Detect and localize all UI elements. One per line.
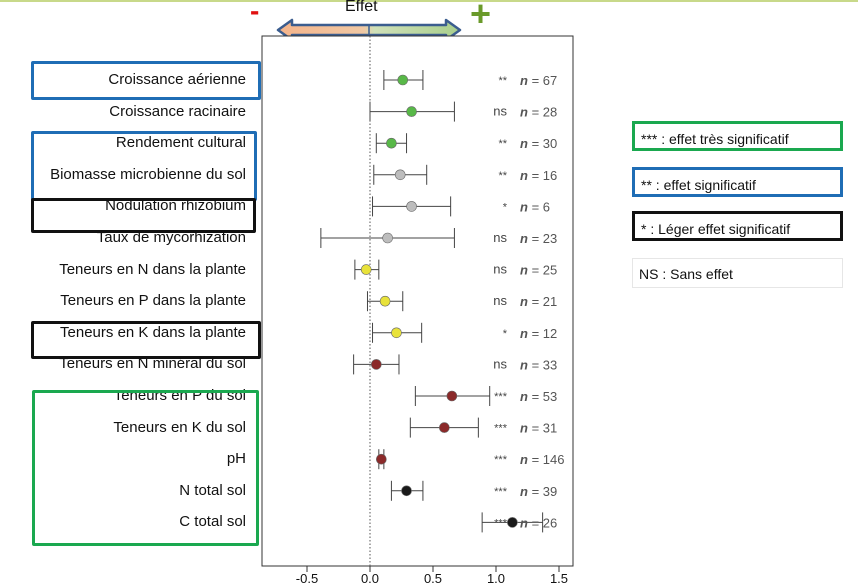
n-label: n = 39 xyxy=(520,484,557,499)
significance-label: *** xyxy=(494,517,508,529)
effect-point xyxy=(507,517,518,528)
legend-significant: ** : effet significatif xyxy=(632,167,843,197)
effect-point xyxy=(382,232,393,244)
significance-label: ns xyxy=(493,104,507,119)
effect-label: Effet xyxy=(345,0,378,15)
n-label: n = 30 xyxy=(520,136,557,151)
group-box-black-1 xyxy=(31,198,256,233)
effect-point xyxy=(376,453,387,465)
minus-sign: - xyxy=(250,0,260,26)
legend-very-significant-text: *** : effet très significatif xyxy=(641,131,789,147)
n-label: n = 21 xyxy=(520,294,557,309)
effect-point xyxy=(391,327,402,339)
legend-very-significant: *** : effet très significatif xyxy=(632,121,843,151)
row-label: Teneurs en K dans la plante xyxy=(60,323,246,341)
legend-no-effect: NS : Sans effet xyxy=(632,258,843,288)
n-label: n = 31 xyxy=(520,421,557,436)
effect-point xyxy=(397,74,409,86)
top-accent-line xyxy=(0,0,858,2)
row-label: Teneurs en N dans la plante xyxy=(59,260,246,278)
n-label: n = 6 xyxy=(520,199,550,214)
row-label: Taux de mycorhization xyxy=(96,229,246,246)
effect-point xyxy=(386,137,397,149)
row-label: Teneurs en P dans la plante xyxy=(60,292,246,310)
effect-point xyxy=(439,422,450,433)
row-label: Biomasse microbienne du sol xyxy=(50,165,246,183)
x-tick-label: -0.5 xyxy=(296,571,318,586)
n-label: n = 67 xyxy=(520,73,557,88)
effect-point xyxy=(401,485,412,497)
n-label: n = 25 xyxy=(520,263,557,278)
effect-point xyxy=(406,201,417,212)
effect-point xyxy=(406,106,417,117)
legend-significant-text: ** : effet significatif xyxy=(641,177,756,193)
row-label: Teneurs en K du sol xyxy=(113,418,246,436)
row-label: pH xyxy=(226,450,246,468)
n-label: n = 53 xyxy=(520,389,557,404)
effect-point xyxy=(370,359,382,370)
n-label: n = 16 xyxy=(520,168,557,183)
legend-slightly-significant-text: * : Léger effet significatif xyxy=(641,221,791,237)
group-box-blue-1 xyxy=(31,61,261,100)
significance-label: *** xyxy=(494,486,508,498)
x-tick-label: 1.0 xyxy=(487,571,505,586)
effect-point xyxy=(360,264,372,275)
n-label: n = 28 xyxy=(520,105,557,120)
row-label: Nodulation rhizobium xyxy=(105,197,246,215)
significance-label: ns xyxy=(493,262,507,277)
n-label: n = 33 xyxy=(520,357,557,372)
significance-label: ns xyxy=(493,293,507,308)
x-tick-label: 0.5 xyxy=(424,571,442,586)
effect-arrow xyxy=(276,18,462,42)
row-label: Croissance racinaire xyxy=(109,102,246,120)
significance-label: *** xyxy=(494,454,508,466)
significance-label: * xyxy=(503,201,508,213)
significance-label: * xyxy=(503,328,508,340)
n-label: n = 26 xyxy=(520,515,557,530)
group-box-green xyxy=(32,390,259,546)
effect-point xyxy=(394,169,406,181)
x-tick-label: 1.5 xyxy=(550,571,568,586)
significance-label: *** xyxy=(494,423,508,435)
significance-label: *** xyxy=(494,391,508,403)
row-label: N total sol xyxy=(179,481,246,499)
legend-slightly-significant: * : Léger effet significatif xyxy=(632,211,843,241)
n-label: n = 23 xyxy=(520,231,557,246)
effect-point xyxy=(379,295,391,307)
n-label: n = 12 xyxy=(520,326,557,341)
row-label: C total sol xyxy=(179,513,246,531)
group-box-black-2 xyxy=(31,321,261,359)
row-label: Teneurs en N minéral du sol xyxy=(59,355,246,373)
effect-point xyxy=(446,390,458,402)
plus-sign: + xyxy=(470,0,492,34)
row-label: Rendement cultural xyxy=(115,134,246,152)
significance-label: ns xyxy=(493,356,507,371)
group-box-blue-2 xyxy=(31,131,257,201)
plot-frame xyxy=(261,35,574,567)
significance-label: ns xyxy=(493,230,507,245)
significance-label: ** xyxy=(498,170,507,182)
significance-label: ** xyxy=(498,138,507,150)
row-label: Croissance aérienne xyxy=(108,71,246,88)
label-panel xyxy=(100,34,260,64)
legend-no-effect-text: NS : Sans effet xyxy=(639,266,733,282)
x-tick-label: 0.0 xyxy=(361,571,379,586)
significance-label: ** xyxy=(498,75,507,87)
n-label: n = 146 xyxy=(520,452,564,467)
